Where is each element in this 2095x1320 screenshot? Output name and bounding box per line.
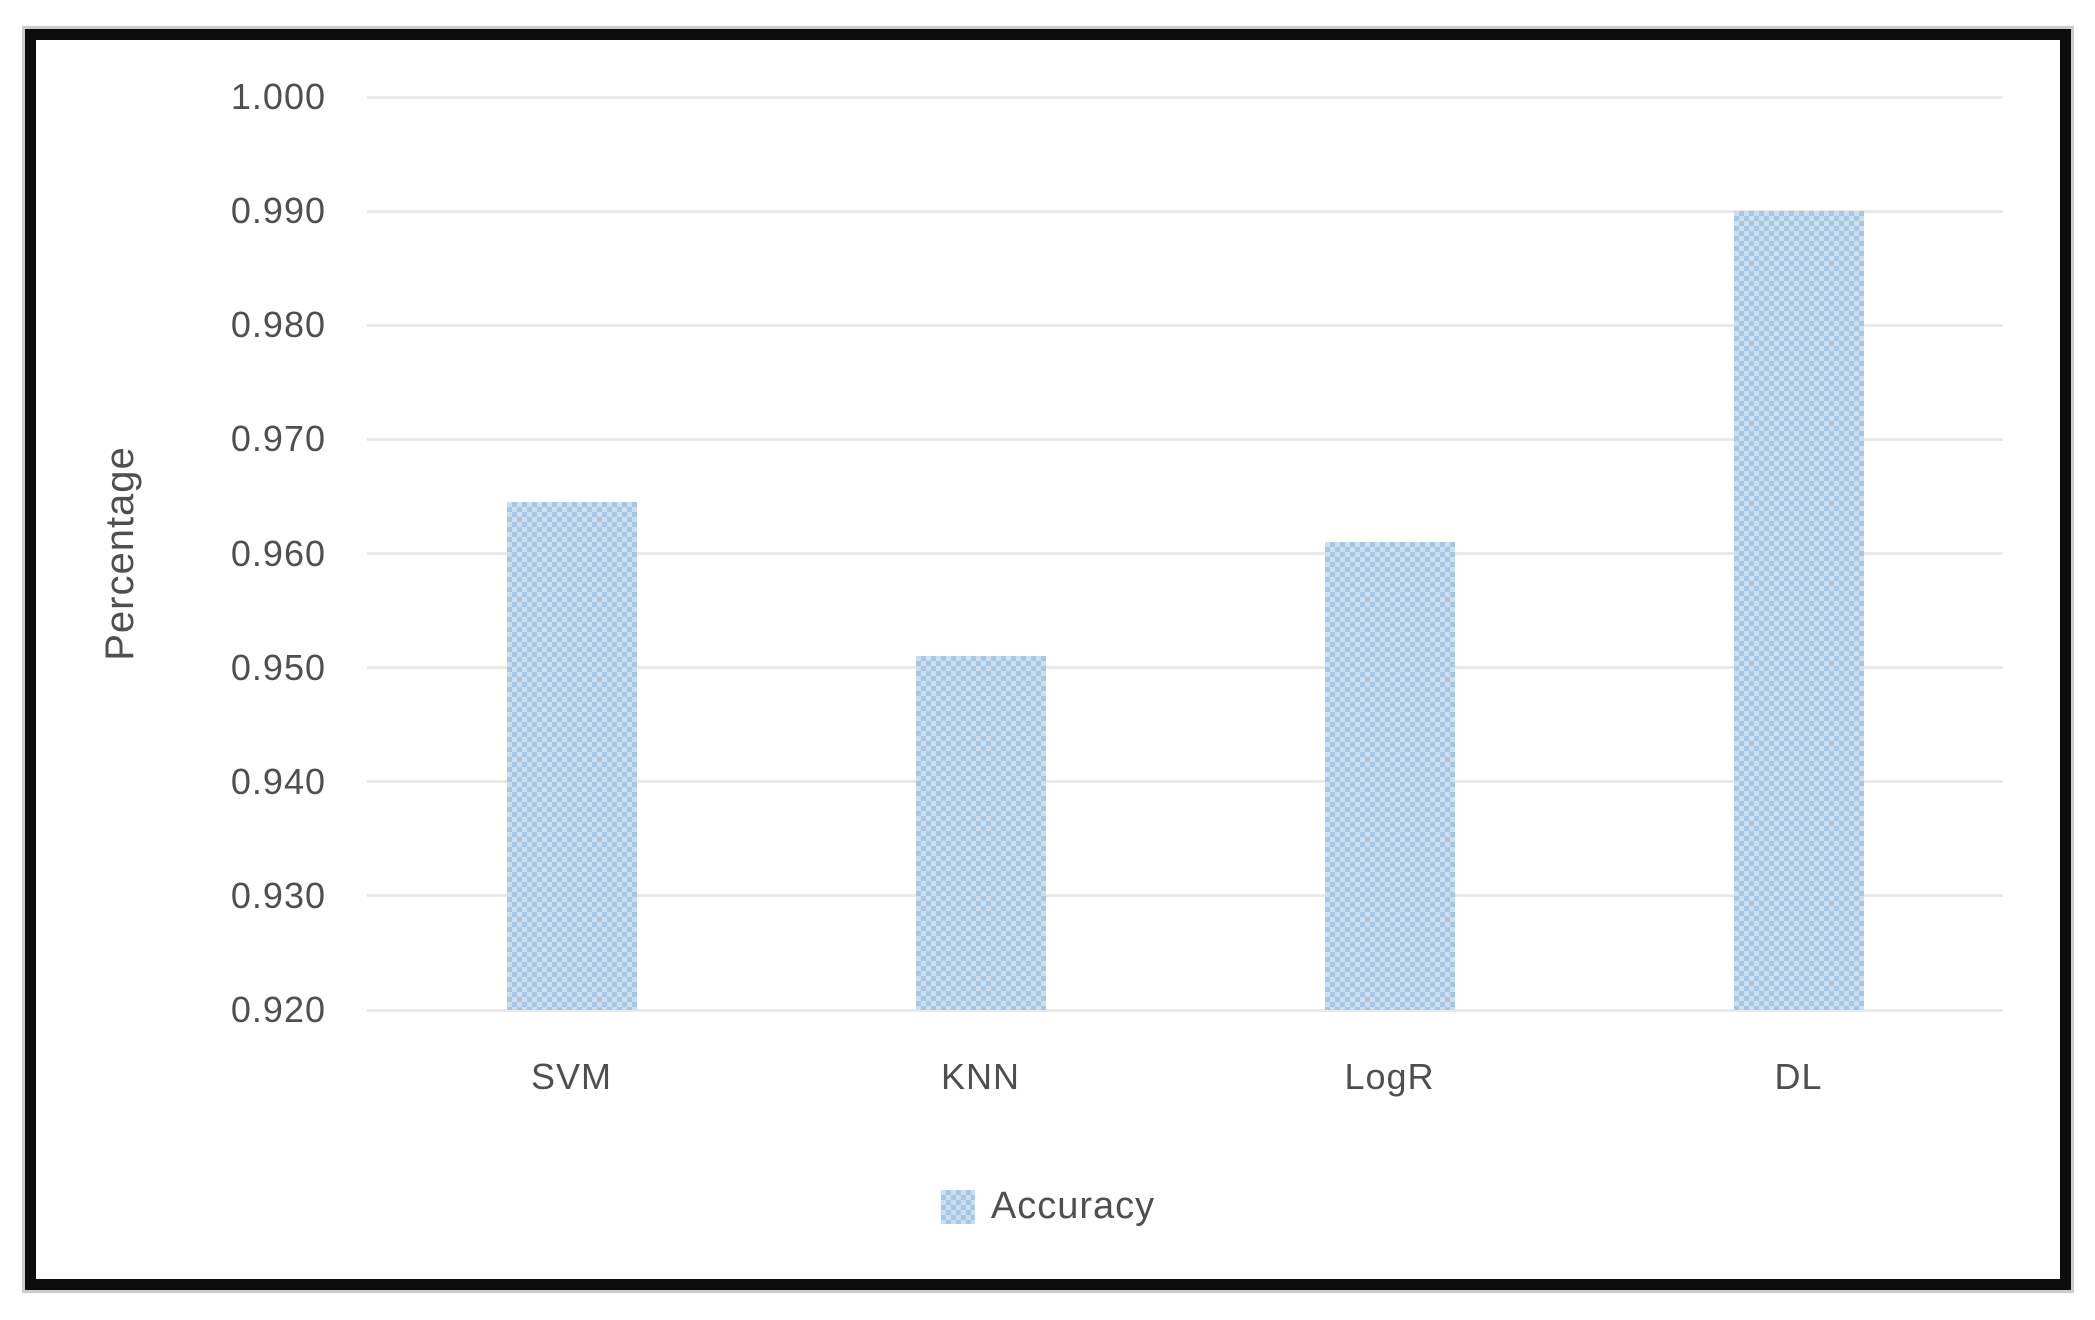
- y-tick-label: 1.000: [230, 76, 326, 117]
- x-tick-label-dl: DL: [1774, 1056, 1823, 1097]
- gridline: [367, 666, 2003, 670]
- y-tick-label: 0.980: [230, 304, 326, 346]
- gridline: [367, 437, 2003, 441]
- y-axis-title: Percentage: [90, 97, 150, 1010]
- gridline: [367, 894, 2003, 898]
- x-tick-label-logr: LogR: [1344, 1056, 1435, 1097]
- bar-knn: [915, 656, 1046, 1010]
- y-tick-label: 0.940: [230, 760, 326, 802]
- y-tick-label: 0.970: [230, 418, 326, 460]
- plot-area: [367, 95, 2003, 1012]
- legend-swatch-accuracy-icon: [940, 1189, 975, 1224]
- y-tick-label: 0.960: [230, 532, 326, 574]
- legend: Accuracy: [940, 1185, 1156, 1228]
- legend-label: Accuracy: [990, 1185, 1156, 1227]
- x-tick-label-knn: KNN: [940, 1056, 1020, 1097]
- gridline: [367, 95, 2003, 99]
- gridline: [367, 1008, 2003, 1012]
- y-tick-label: 0.990: [230, 190, 326, 232]
- bar-logr: [1324, 542, 1455, 1010]
- gridline: [367, 780, 2003, 784]
- chart-frame: Percentage 1.000 0.990 0.980 0.970 0.960 0.95…: [25, 29, 2071, 1290]
- gridline: [367, 209, 2003, 213]
- y-tick-label: 0.950: [230, 646, 326, 688]
- y-tick-label: 0.930: [230, 874, 326, 916]
- x-tick-label-svm: SVM: [530, 1056, 612, 1097]
- gridline: [367, 323, 2003, 327]
- bar-svm: [506, 502, 637, 1010]
- bar-dl: [1733, 211, 1864, 1010]
- gridline: [367, 552, 2003, 555]
- y-axis-title-text: Percentage: [97, 446, 142, 661]
- y-tick-label: 0.920: [230, 989, 326, 1030]
